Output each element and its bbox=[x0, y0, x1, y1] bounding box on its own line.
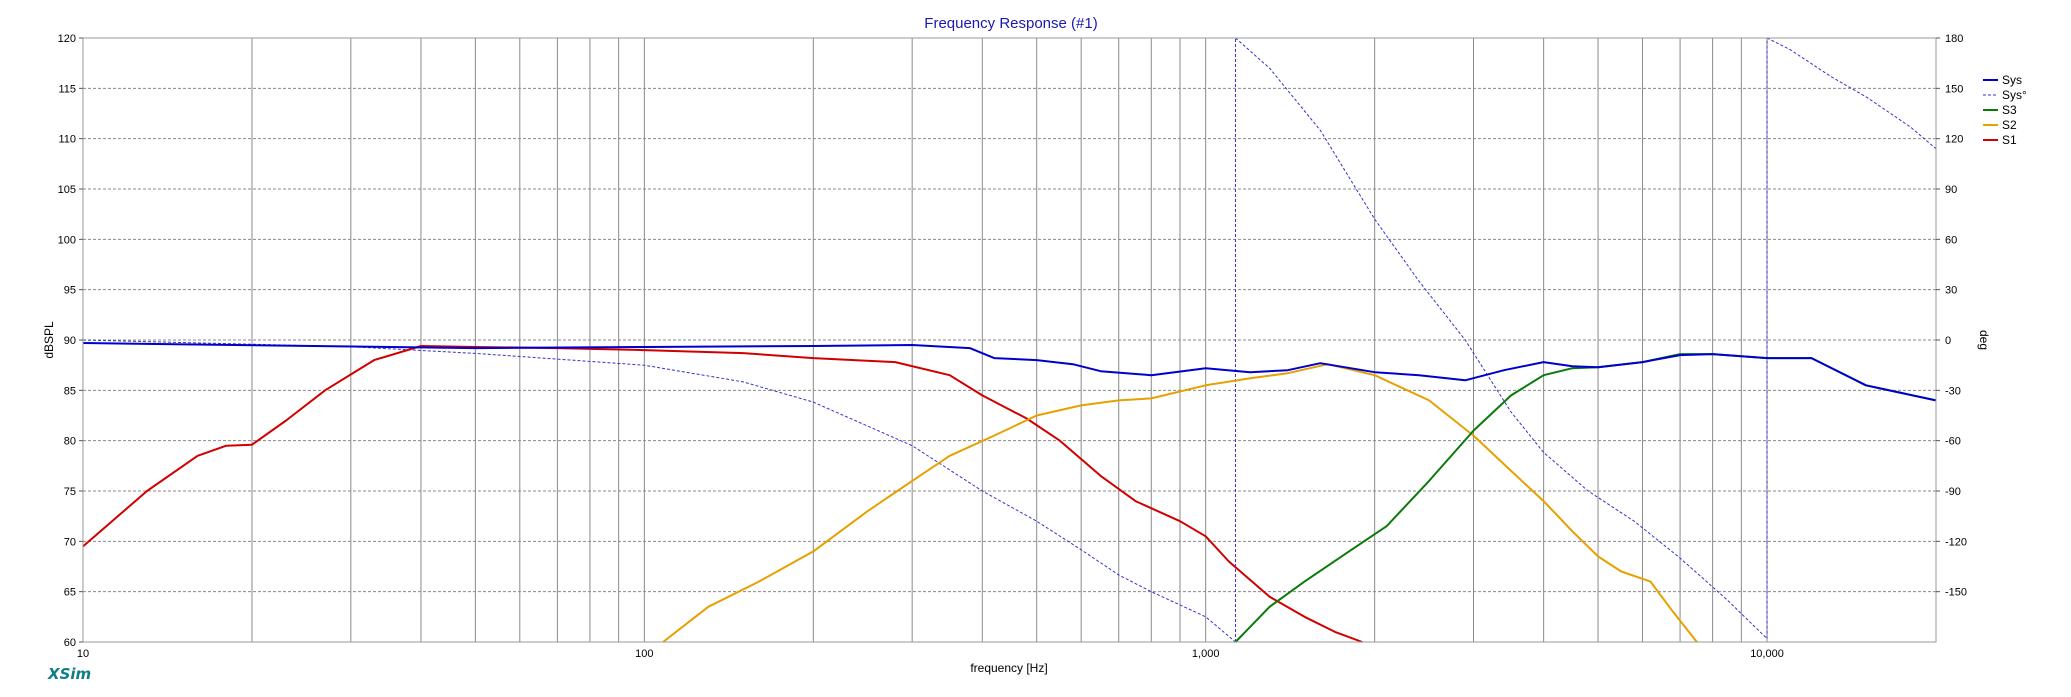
series-line-s1 bbox=[82, 345, 1363, 643]
x-tick-label: 100 bbox=[635, 648, 653, 660]
series-line-s3 bbox=[1234, 353, 1937, 643]
y-tick-label: 65 bbox=[64, 587, 76, 599]
y-tick-label: 90 bbox=[64, 335, 76, 347]
legend-label-s3: S3 bbox=[2002, 103, 2017, 117]
series-line-sys bbox=[82, 342, 1937, 402]
x-axis-ticks: 10 100 1,000 10,000 bbox=[77, 648, 1784, 660]
y2-tick-label: 180 bbox=[1945, 33, 1963, 45]
legend-label-s1: S1 bbox=[2002, 133, 2017, 147]
y2-tick-label: -150 bbox=[1945, 587, 1967, 599]
y-tick-label: 80 bbox=[64, 436, 76, 448]
y2-tick-label: -120 bbox=[1945, 536, 1967, 548]
series-line-sys-phase-1 bbox=[82, 339, 1236, 643]
x-tick-label: 10,000 bbox=[1750, 648, 1784, 660]
y-tick-label: 105 bbox=[58, 184, 76, 196]
y-tick-label: 100 bbox=[58, 234, 76, 246]
y2-tick-label: -60 bbox=[1945, 436, 1961, 448]
x-tick-label: 10 bbox=[77, 648, 89, 660]
x-tick-label: 1,000 bbox=[1192, 648, 1220, 660]
y2-tick-label: 30 bbox=[1945, 285, 1957, 297]
y2-tick-label: -30 bbox=[1945, 385, 1961, 397]
series-line-sys-phase-2 bbox=[1235, 37, 1768, 639]
y2-tick-label: 120 bbox=[1945, 134, 1963, 146]
series-line-s2 bbox=[662, 363, 1698, 643]
y-tick-label: 75 bbox=[64, 486, 76, 498]
y-tick-label: 70 bbox=[64, 536, 76, 548]
y-tick-label: 115 bbox=[58, 83, 76, 95]
x-axis-label: frequency [Hz] bbox=[970, 661, 1047, 675]
y-tick-label: 95 bbox=[64, 285, 76, 297]
y-tick-label: 120 bbox=[58, 33, 76, 45]
xsim-logo: XSim bbox=[47, 665, 91, 683]
series-line-sys-phase-3 bbox=[1766, 37, 1937, 150]
y-axis-ticks: 60 65 70 75 80 85 90 95 100 105 110 115 120 bbox=[58, 33, 83, 649]
y2-axis-ticks: -150 -120 -90 -60 -30 0 30 60 90 120 150 180 bbox=[1936, 33, 1967, 599]
y2-tick-label: 90 bbox=[1945, 184, 1957, 196]
y-tick-label: 110 bbox=[58, 134, 76, 146]
y2-tick-label: -90 bbox=[1945, 486, 1961, 498]
legend-label-sys-phase: Sys° bbox=[2002, 88, 2027, 102]
y2-tick-label: 150 bbox=[1945, 83, 1963, 95]
y2-tick-label: 0 bbox=[1945, 335, 1951, 347]
legend-label-s2: S2 bbox=[2002, 118, 2017, 132]
y-tick-label: 85 bbox=[64, 385, 76, 397]
y2-tick-label: 60 bbox=[1945, 234, 1957, 246]
y2-axis-label: deg bbox=[1977, 330, 1991, 350]
y-tick-label: 60 bbox=[64, 637, 76, 649]
series-layer bbox=[82, 37, 1937, 643]
legend-label-sys: Sys bbox=[2002, 73, 2022, 87]
chart-title: Frequency Response (#1) bbox=[924, 15, 1097, 32]
grid-lines bbox=[83, 38, 1936, 642]
y-axis-label: dBSPL bbox=[42, 321, 56, 359]
